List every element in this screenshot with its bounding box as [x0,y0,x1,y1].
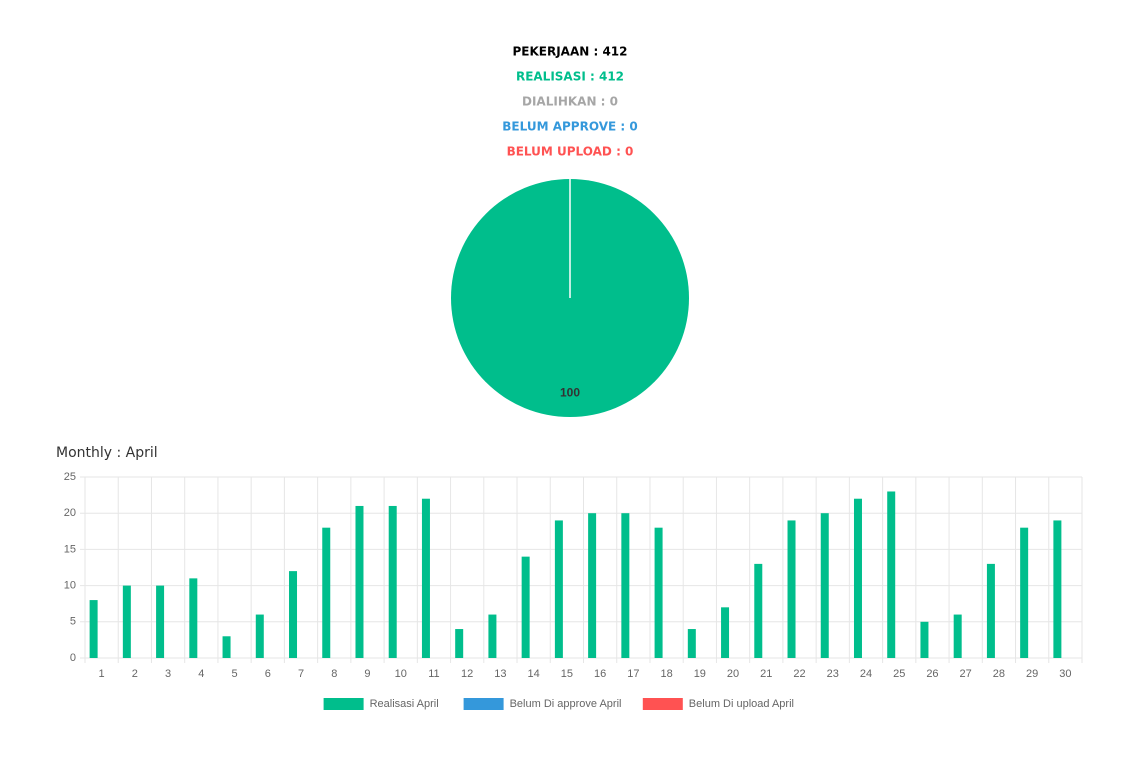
x-tick-label: 19 [694,668,706,680]
summary-line: PEKERJAAN : 412 [512,45,627,59]
bar [820,513,829,658]
bar [122,585,131,658]
legend-swatch [642,698,683,710]
bar [754,563,763,658]
x-tick-label: 3 [165,668,171,680]
x-tick-label: 20 [727,668,739,680]
x-tick-label: 26 [926,668,938,680]
x-tick-label: 24 [860,668,872,680]
bar [953,614,962,658]
bar [1020,527,1029,658]
x-tick-label: 25 [893,668,905,680]
bar [156,585,165,658]
bar [920,621,929,658]
x-tick-label: 14 [528,668,540,680]
x-tick-label: 23 [827,668,839,680]
y-tick-label: 25 [64,471,76,483]
bar [421,498,430,658]
x-tick-label: 1 [99,668,105,680]
y-tick-label: 5 [70,616,76,628]
bar [588,513,597,658]
bar [222,636,231,658]
bar [986,563,995,658]
x-tick-label: 16 [594,668,606,680]
bar [621,513,630,658]
pie-label: 100 [560,385,580,399]
x-tick-label: 8 [331,668,337,680]
bar [654,527,663,658]
x-tick-label: 13 [494,668,506,680]
x-tick-label: 30 [1059,668,1071,680]
bar [887,491,896,658]
x-tick-label: 29 [1026,668,1038,680]
bar [787,520,796,658]
y-tick-label: 20 [64,507,76,519]
bar [289,571,298,658]
x-tick-label: 10 [395,668,407,680]
x-tick-label: 21 [760,668,772,680]
legend-label: Belum Di upload April [689,698,794,710]
summary-line: BELUM UPLOAD : 0 [507,145,634,159]
bar [388,505,397,658]
y-tick-label: 0 [70,652,76,664]
legend-label: Realisasi April [370,698,439,710]
x-tick-label: 17 [627,668,639,680]
legend-swatch [323,698,364,710]
bar [255,614,264,658]
bar [355,505,364,658]
x-tick-label: 18 [660,668,672,680]
legend-swatch [463,698,504,710]
bar [189,578,198,658]
x-tick-label: 9 [364,668,370,680]
x-tick-label: 12 [461,668,473,680]
summary-line: DIALIHKAN : 0 [522,95,618,109]
bar [721,607,730,658]
summary-line: REALISASI : 412 [516,70,624,84]
bar [455,629,464,658]
bar [554,520,563,658]
bar [853,498,862,658]
legend-label: Belum Di approve April [510,698,622,710]
x-tick-label: 4 [198,668,204,680]
x-tick-label: 28 [993,668,1005,680]
bar [89,600,98,658]
summary-line: BELUM APPROVE : 0 [502,120,637,134]
x-tick-label: 5 [231,668,237,680]
bar [322,527,331,658]
x-tick-label: 7 [298,668,304,680]
x-tick-label: 15 [561,668,573,680]
y-tick-label: 15 [64,543,76,555]
bar [687,629,696,658]
bar [521,556,530,658]
bar [1053,520,1062,658]
x-tick-label: 6 [265,668,271,680]
x-tick-label: 22 [793,668,805,680]
x-tick-label: 11 [428,668,439,680]
y-tick-label: 10 [64,580,76,592]
x-tick-label: 2 [132,668,138,680]
bar [488,614,497,658]
bar-chart-title: Monthly : April [56,445,158,461]
x-tick-label: 27 [960,668,972,680]
